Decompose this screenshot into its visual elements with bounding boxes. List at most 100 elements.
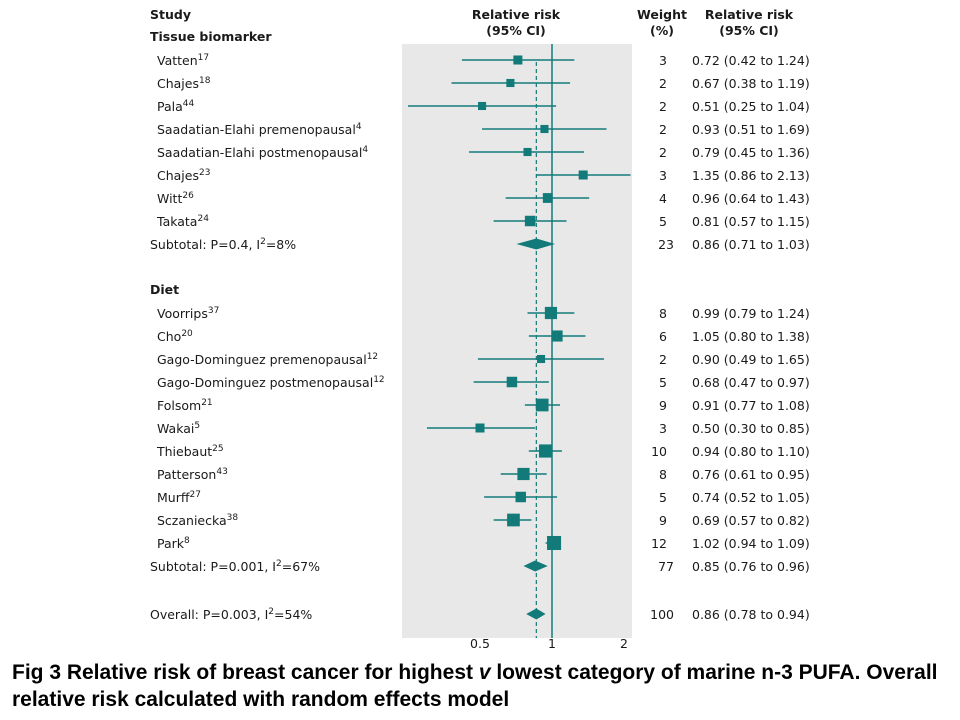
weight-value: 5 <box>659 214 667 229</box>
subtotal-diamond <box>523 560 548 572</box>
plot-panel-background <box>402 44 632 638</box>
header-weight-unit: (%) <box>650 23 674 38</box>
study-label: Saadatian-Elahi postmenopausal4 <box>157 145 368 160</box>
rr-ci-value: 0.50 (0.30 to 0.85) <box>692 421 810 436</box>
group-label: Tissue biomarker <box>150 29 272 44</box>
weight-value: 2 <box>659 145 667 160</box>
point-estimate-square <box>475 423 485 433</box>
point-estimate-square <box>524 215 536 227</box>
study-label: Vatten17 <box>157 53 209 68</box>
weight-value: 9 <box>659 513 667 528</box>
study-label: Park8 <box>157 536 190 551</box>
point-estimate-square <box>478 101 487 111</box>
weight-value: 3 <box>659 421 667 436</box>
weight-value: 2 <box>659 99 667 114</box>
caption-prefix: Fig 3 Relative risk of breast cancer for… <box>12 661 479 684</box>
weight-value: 12 <box>651 536 667 551</box>
point-estimate-square <box>517 467 530 481</box>
subtotal-label: Subtotal: P=0.4, I2=8% <box>150 237 296 252</box>
weight-value: 2 <box>659 352 667 367</box>
overall-weight-value: 100 <box>650 607 674 622</box>
weight-value: 8 <box>659 306 667 321</box>
weight-value: 9 <box>659 398 667 413</box>
study-label: Pala44 <box>157 99 195 114</box>
rr-ci-value: 0.69 (0.57 to 0.82) <box>692 513 810 528</box>
overall-rr-ci-value: 0.86 (0.78 to 0.94) <box>692 607 810 622</box>
weight-value: 3 <box>659 168 667 183</box>
forest-plot: Study Relative risk (95% CI) Weight (%) … <box>150 7 810 650</box>
rr-ci-value: 1.05 (0.80 to 1.38) <box>692 329 810 344</box>
rr-ci-value: 0.79 (0.45 to 1.36) <box>692 145 810 160</box>
study-label: Sczaniecka38 <box>157 513 238 528</box>
x-tick-label: 2 <box>620 636 628 650</box>
weight-value: 6 <box>659 329 667 344</box>
header-rr-text-ci: (95% CI) <box>719 23 779 38</box>
study-label: Voorrips37 <box>157 306 219 321</box>
overall-label: Overall: P=0.003, I2=54% <box>150 607 312 622</box>
rr-ci-value: 0.90 (0.49 to 1.65) <box>692 352 810 367</box>
study-label: Cho20 <box>157 329 193 344</box>
point-estimate-square <box>506 376 518 388</box>
weight-value: 2 <box>659 76 667 91</box>
point-estimate-square <box>547 535 562 551</box>
point-estimate-square <box>540 124 549 134</box>
subtotal-diamond <box>516 238 556 250</box>
point-estimate-square <box>537 354 546 364</box>
point-estimate-square <box>578 170 588 180</box>
point-estimate-square <box>551 330 563 342</box>
point-estimate-square <box>523 147 532 157</box>
rr-ci-value: 0.81 (0.57 to 1.15) <box>692 214 810 229</box>
study-label: Patterson43 <box>157 467 228 482</box>
study-label: Gago-Dominguez postmenopausal12 <box>157 375 385 390</box>
point-estimate-square <box>538 444 553 458</box>
point-estimate-square <box>542 193 553 203</box>
weight-value: 5 <box>659 375 667 390</box>
rr-ci-value: 0.51 (0.25 to 1.04) <box>692 99 810 114</box>
study-label: Saadatian-Elahi premenopausal4 <box>157 122 362 137</box>
study-label: Chajes18 <box>157 76 211 91</box>
rr-ci-value: 0.72 (0.42 to 1.24) <box>692 53 810 68</box>
rr-ci-value: 0.94 (0.80 to 1.10) <box>692 444 810 459</box>
weight-value: 8 <box>659 467 667 482</box>
study-label: Takata24 <box>156 214 209 229</box>
rr-ci-value: 0.93 (0.51 to 1.69) <box>692 122 810 137</box>
study-label: Witt26 <box>157 191 194 206</box>
weight-value: 3 <box>659 53 667 68</box>
rr-ci-value: 0.96 (0.64 to 1.43) <box>692 191 810 206</box>
rr-ci-value: 1.35 (0.86 to 2.13) <box>692 168 810 183</box>
group-label: Diet <box>150 282 179 297</box>
subtotal-weight-value: 23 <box>658 237 674 252</box>
header-relative-risk-ci: (95% CI) <box>486 23 546 38</box>
subtotal-weight-value: 77 <box>658 559 674 574</box>
point-estimate-square <box>515 491 526 503</box>
header-relative-risk: Relative risk <box>472 7 561 22</box>
caption-suffix: lowest category of marine n-3 PUFA. Over… <box>12 661 938 711</box>
point-estimate-square <box>513 55 523 65</box>
subtotal-label: Subtotal: P=0.001, I2=67% <box>150 559 320 574</box>
study-label: Chajes23 <box>157 168 210 183</box>
caption-italic: v <box>478 661 491 684</box>
figure-caption: Fig 3 Relative risk of breast cancer for… <box>12 659 948 713</box>
point-estimate-square <box>535 398 549 412</box>
study-label: Gago-Dominguez premenopausal12 <box>157 352 378 367</box>
study-label: Folsom21 <box>157 398 213 413</box>
x-tick-label: 1 <box>548 636 556 650</box>
point-estimate-square <box>507 513 520 527</box>
rr-ci-value: 1.02 (0.94 to 1.09) <box>692 536 810 551</box>
x-tick-label: 0.5 <box>470 636 490 650</box>
weight-value: 5 <box>659 490 667 505</box>
weight-value: 4 <box>659 191 667 206</box>
subtotal-rr-ci-value: 0.85 (0.76 to 0.96) <box>692 559 810 574</box>
point-estimate-square <box>544 306 558 320</box>
header-study: Study <box>150 7 191 22</box>
weight-value: 10 <box>651 444 667 459</box>
subtotal-rr-ci-value: 0.86 (0.71 to 1.03) <box>692 237 810 252</box>
study-label: Wakai5 <box>157 421 200 436</box>
weight-value: 2 <box>659 122 667 137</box>
header-rr-text: Relative risk <box>705 7 794 22</box>
rr-ci-value: 0.67 (0.38 to 1.19) <box>692 76 810 91</box>
point-estimate-square <box>506 78 515 88</box>
rr-ci-value: 0.91 (0.77 to 1.08) <box>692 398 810 413</box>
rr-ci-value: 0.74 (0.52 to 1.05) <box>692 490 810 505</box>
study-label: Thiebaut25 <box>156 444 224 459</box>
